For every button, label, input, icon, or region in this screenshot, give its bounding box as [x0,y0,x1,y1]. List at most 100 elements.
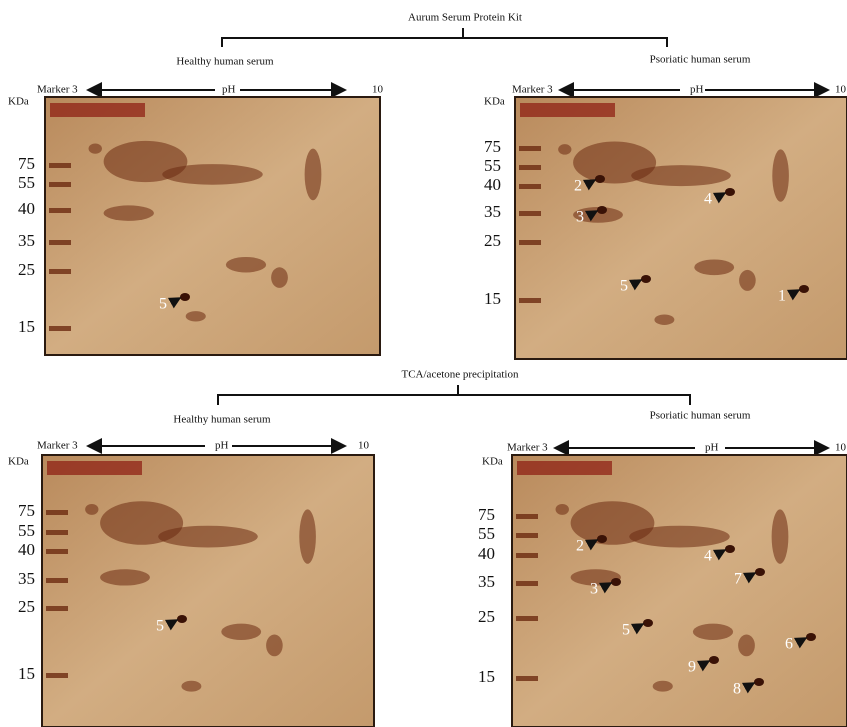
protein-spot [643,619,653,627]
spot-label: 5 [156,618,164,635]
mw-label: 75 [478,505,495,524]
spot-label: 8 [733,681,741,698]
gel-stain [772,149,789,202]
gel-image [41,454,375,727]
protein-spot [180,293,190,301]
mw-label: 75 [484,137,501,156]
mw-label: 25 [18,597,35,616]
protein-spot [597,535,607,543]
gel-stain [185,311,206,322]
gel-stain [739,269,756,291]
spot-arrow [712,192,727,204]
spot-label: 4 [704,191,712,208]
ladder-band [519,184,541,189]
mw-label: 35 [478,572,495,591]
gel-tag [50,103,145,117]
ladder-band [516,533,538,538]
gel-stain [299,509,316,564]
mw-label: 15 [478,667,495,686]
protein-spot [799,285,809,293]
spot-arrow [630,623,645,635]
spot-arrow [628,279,643,291]
ladder-band [46,530,68,535]
mw-label: 75 [18,154,35,173]
ladder-band [46,510,68,515]
gel-stain [271,267,288,288]
ladder-band [49,240,71,245]
mw-label: 40 [484,175,501,194]
gel-tag [47,461,142,475]
ladder-band [516,616,538,621]
mw-label: 15 [484,289,501,308]
protein-spot [755,568,765,576]
spot-arrow [598,582,613,594]
gel-stain [771,509,789,564]
spot-label: 6 [785,636,793,653]
spot-label: 3 [576,209,584,226]
mw-label: 35 [18,231,35,250]
ladder-band [516,676,538,681]
mw-label: 40 [18,540,35,559]
ladder-band [46,606,68,611]
spot-arrow [582,179,597,191]
spot-label: 7 [734,571,742,588]
marker-label: Marker 3 [512,84,553,96]
mw-label: 55 [478,524,495,543]
gel-tag [517,461,612,475]
gel-stain [85,503,99,515]
gel-stain [266,634,283,657]
marker-label: Marker 3 [37,84,78,96]
gel-stain [158,525,258,548]
spot-label: 4 [704,548,712,565]
ladder-band [49,269,71,274]
ph-end: 10 [372,84,384,96]
gel-stain [221,623,262,640]
gel-stain [654,314,675,325]
mw-label: 40 [478,544,495,563]
spot-label: 2 [576,538,584,555]
mw-label: 25 [478,607,495,626]
spot-label: 2 [574,178,582,195]
ladder-band [516,581,538,586]
mw-label: 55 [18,173,35,192]
mw-label: 15 [18,317,35,336]
protein-spot [611,578,621,586]
ph-end: 10 [835,442,847,454]
ladder-band [519,211,541,216]
gel-image [44,96,381,356]
ph-label: pH [705,442,719,454]
gel-tag [520,103,615,117]
gel-stain [181,680,202,692]
spot-label: 5 [159,296,167,313]
mw-label: 55 [484,156,501,175]
mw-label: 15 [18,664,35,683]
protein-spot [597,206,607,214]
gel-stain [162,164,263,185]
ladder-band [519,146,541,151]
gel-stain [629,525,730,548]
ladder-band [49,326,71,331]
mw-label: 55 [18,521,35,540]
gel-stain [100,569,150,586]
mw-label: 25 [484,231,501,250]
spot-arrow [786,289,801,301]
mw-label: 35 [484,202,501,221]
spot-arrow [167,297,182,309]
ladder-band [46,673,68,678]
panel-title: Psoriatic human serum [650,410,751,422]
gel-stain [692,623,734,640]
ladder-band [519,240,541,245]
unit-label: KDa [482,456,503,468]
spot-arrow [793,637,808,649]
ladder-band [519,165,541,170]
spot-label: 9 [688,659,696,676]
spot-arrow [742,572,757,584]
ladder-band [46,549,68,554]
gel-stain [631,165,731,187]
mw-label: 35 [18,569,35,588]
ladder-band [49,182,71,187]
gel-image [511,454,847,727]
mw-label: 40 [18,199,35,218]
bracket [217,28,691,405]
spot-label: 5 [622,622,630,639]
